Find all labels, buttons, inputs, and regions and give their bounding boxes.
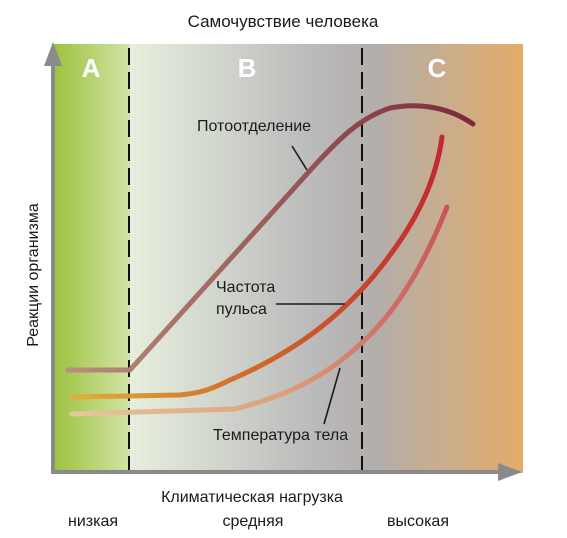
zone-label-a: A [82,53,101,83]
label-sweating: Потоотделение [197,118,311,135]
x-level-high: высокая [387,513,449,530]
leader-body-temperature [323,367,341,425]
label-pulse-line1: Частота [216,279,275,296]
x-axis-label: Климатическая нагрузка [161,489,343,506]
zone-label-b: B [238,53,257,83]
y-axis-arrow [44,42,62,66]
label-pulse-line2: пульса [216,301,267,318]
x-axis-arrow [498,463,522,481]
label-body-temperature: Температура тела [213,427,348,444]
x-level-low: низкая [68,513,118,530]
zone-label-c: C [428,53,447,83]
curve-sweating [65,103,476,373]
diagram-title: Самочувствие человека [188,12,379,31]
y-axis-label: Реакции организма [25,203,42,347]
leader-sweating [291,145,308,171]
zone-a-background [53,44,130,473]
x-level-medium: средняя [223,513,284,530]
curve-pulse [69,134,445,400]
curve-body-temperature [69,204,450,417]
